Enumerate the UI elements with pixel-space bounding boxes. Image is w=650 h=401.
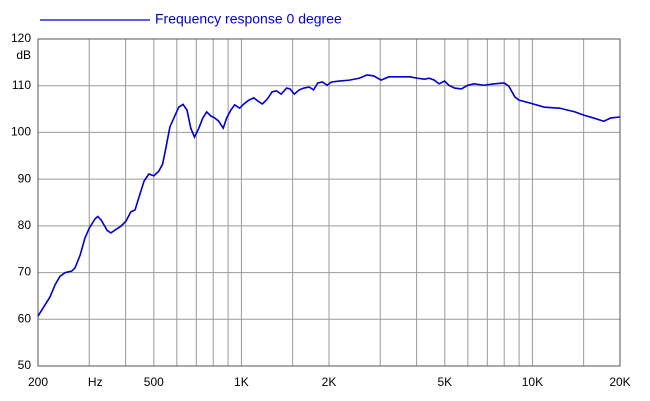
- legend-label: Frequency response 0 degree: [155, 11, 342, 27]
- y-tick-label: 110: [12, 78, 31, 92]
- y-tick-label: 80: [18, 218, 32, 232]
- x-tick-label: Hz: [88, 375, 103, 389]
- y-tick-label: 50: [18, 358, 32, 372]
- y-tick-label: 90: [18, 171, 32, 185]
- x-tick-label: 2K: [322, 375, 337, 389]
- x-tick-label: 10K: [522, 375, 543, 389]
- data-line: [37, 74, 621, 317]
- x-tick-label: 1K: [234, 375, 249, 389]
- y-axis-label: dB: [16, 48, 31, 62]
- x-tick-label: 5K: [437, 375, 452, 389]
- x-tick-label: 20K: [609, 375, 630, 389]
- y-tick-label: 70: [18, 265, 32, 279]
- x-tick-label: 500: [144, 375, 164, 389]
- plot-border: [37, 38, 621, 367]
- y-tick-label: 100: [11, 125, 31, 139]
- y-tick-label: 120: [11, 31, 31, 45]
- x-tick-label: 200: [28, 375, 48, 389]
- y-tick-label: 60: [18, 311, 32, 325]
